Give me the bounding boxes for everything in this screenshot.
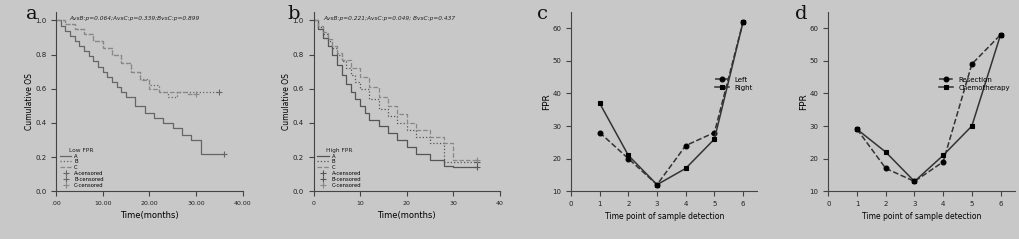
- Chemotherapy: [878, 151, 891, 153]
- Y-axis label: Cumulative OS: Cumulative OS: [282, 73, 290, 130]
- Line: Right: Right: [596, 19, 745, 187]
- Y-axis label: FPR: FPR: [799, 93, 807, 110]
- Resection: [994, 33, 1006, 36]
- X-axis label: Time(months): Time(months): [377, 212, 436, 221]
- Y-axis label: FPR: FPR: [541, 93, 550, 110]
- Text: a: a: [26, 5, 38, 23]
- Text: AvsB:p=0.221;AvsC:p=0.049; BvsC:p=0.437: AvsB:p=0.221;AvsC:p=0.049; BvsC:p=0.437: [323, 16, 454, 21]
- Chemotherapy: [850, 128, 862, 131]
- Legend: Left, Right: Left, Right: [712, 75, 753, 92]
- Right: [593, 102, 605, 105]
- Left: [679, 144, 691, 147]
- Left: [707, 131, 719, 134]
- X-axis label: Time point of sample detection: Time point of sample detection: [861, 212, 980, 222]
- Legend: A, B, C, A-censored, B-censored, C-censored: A, B, C, A-censored, B-censored, C-censo…: [316, 147, 362, 189]
- Right: [679, 167, 691, 170]
- Resection: [878, 167, 891, 170]
- Right: [707, 138, 719, 141]
- Left: [737, 20, 749, 23]
- Left: [622, 157, 634, 160]
- Chemotherapy: [994, 33, 1006, 36]
- Left: [593, 131, 605, 134]
- Right: [650, 183, 662, 186]
- Y-axis label: Cumulative OS: Cumulative OS: [24, 73, 34, 130]
- Chemotherapy: [908, 180, 920, 183]
- Text: d: d: [794, 5, 806, 23]
- Right: [737, 20, 749, 23]
- Chemotherapy: [965, 125, 977, 127]
- Legend: Resection, Chemotherapy: Resection, Chemotherapy: [936, 75, 1011, 92]
- Legend: A, B, C, A-censored, B-censored, C-censored: A, B, C, A-censored, B-censored, C-censo…: [59, 147, 105, 189]
- Resection: [850, 128, 862, 131]
- Resection: [965, 63, 977, 65]
- X-axis label: Time point of sample detection: Time point of sample detection: [604, 212, 723, 222]
- Text: AvsB:p=0.064;AvsC:p=0.339;BvsC:p=0.899: AvsB:p=0.064;AvsC:p=0.339;BvsC:p=0.899: [69, 16, 199, 21]
- Resection: [908, 180, 920, 183]
- Chemotherapy: [936, 154, 949, 157]
- Left: [650, 183, 662, 186]
- Text: b: b: [287, 5, 300, 23]
- X-axis label: Time(months): Time(months): [120, 212, 178, 221]
- Right: [622, 154, 634, 157]
- Line: Chemotherapy: Chemotherapy: [854, 32, 1002, 184]
- Resection: [936, 160, 949, 163]
- Line: Resection: Resection: [854, 32, 1002, 184]
- Line: Left: Left: [596, 19, 745, 187]
- Text: c: c: [537, 5, 548, 23]
